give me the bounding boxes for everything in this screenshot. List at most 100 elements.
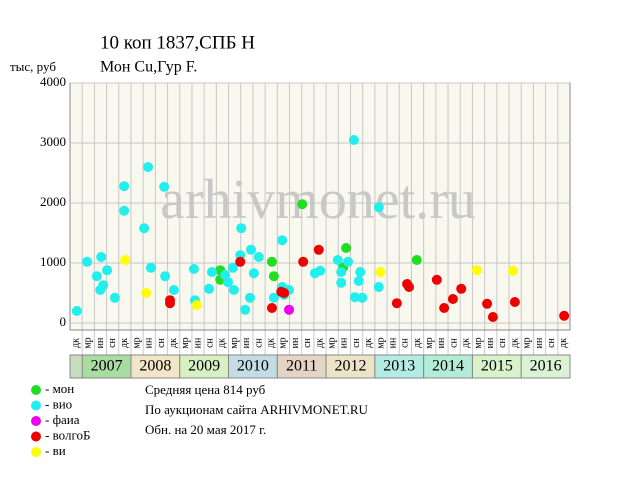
data-point (353, 276, 364, 286)
y-tick-label: 0 (60, 314, 67, 329)
data-point (404, 282, 415, 292)
year-label: 2007 (91, 358, 123, 375)
data-point (279, 288, 290, 298)
data-point (277, 235, 288, 246)
data-point (313, 244, 324, 255)
data-point (373, 282, 384, 292)
x-tick-label: ин (387, 337, 398, 348)
year-cell (520, 354, 571, 379)
data-point (223, 277, 234, 288)
x-tick-label: ин (241, 337, 252, 348)
data-point (355, 267, 366, 277)
x-tick-label: мр (375, 337, 386, 348)
data-point (487, 312, 498, 322)
chart-title: 10 коп 1837,СПБ Н (100, 32, 255, 53)
x-tick-label: дк (461, 338, 472, 348)
legend-label: - ви (45, 443, 66, 458)
year-label: 2015 (481, 358, 513, 375)
data-point (439, 303, 450, 313)
y-tick-label: 4000 (40, 74, 66, 89)
data-point (141, 288, 152, 298)
x-tick-label: сн (400, 337, 411, 347)
data-point (188, 264, 199, 274)
data-point (91, 271, 102, 282)
data-point (266, 256, 277, 267)
data-point (253, 252, 264, 262)
data-point (431, 274, 442, 285)
x-tick-label: дк (217, 338, 228, 348)
x-tick-label: мр (180, 337, 191, 348)
year-label: 2008 (139, 358, 171, 375)
legend-marker (31, 385, 41, 395)
data-point (447, 294, 458, 304)
data-point (348, 135, 359, 145)
y-axis-label: тыс, руб (10, 59, 56, 74)
data-point (245, 244, 256, 255)
data-point (240, 304, 251, 315)
year-label: 2009 (188, 358, 220, 375)
data-point (248, 268, 259, 279)
data-point (336, 267, 347, 277)
data-point (336, 277, 347, 288)
data-point (168, 285, 179, 295)
x-tick-label: ин (192, 337, 203, 348)
data-point (268, 292, 279, 303)
year-label: 2014 (432, 358, 464, 375)
legend-label: - мон (45, 381, 74, 396)
data-point (375, 267, 386, 277)
data-point (143, 162, 154, 172)
data-point (139, 223, 150, 234)
x-tick-label: ин (485, 337, 496, 348)
x-tick-label: мр (473, 337, 484, 348)
data-point (165, 298, 175, 309)
data-point (507, 265, 518, 276)
data-point (204, 283, 215, 294)
data-point (456, 283, 467, 294)
year-label: 2012 (334, 358, 366, 375)
x-tick-label: сн (351, 337, 362, 347)
data-point (315, 265, 326, 276)
x-tick-label: дк (314, 338, 325, 348)
data-point (236, 223, 247, 234)
data-point (391, 298, 402, 309)
data-point (206, 267, 217, 277)
x-tick-label: мр (83, 337, 94, 348)
data-point (373, 202, 384, 213)
legend-label: - вио (45, 396, 72, 411)
legend-marker (31, 416, 41, 426)
footer-text: Обн. на 20 мая 2017 г. (145, 422, 266, 437)
data-point (98, 280, 109, 291)
x-tick-label: мр (326, 337, 337, 348)
year-label: 2013 (383, 358, 415, 375)
data-point (96, 252, 107, 262)
legend-marker (31, 400, 41, 411)
x-tick-label: дк (509, 338, 520, 348)
x-tick-label: ин (144, 337, 155, 348)
data-point (191, 300, 202, 310)
x-tick-label: мр (522, 337, 533, 348)
data-point (245, 292, 255, 303)
data-point (343, 256, 354, 267)
x-tick-label: мр (229, 337, 240, 348)
x-tick-label: сн (448, 337, 459, 347)
x-tick-label: дк (363, 338, 374, 348)
x-tick-label: дк (119, 338, 130, 348)
x-tick-label: дк (412, 338, 423, 348)
plot-area (69, 82, 571, 331)
data-point (411, 255, 422, 265)
y-tick-label: 3000 (40, 134, 66, 149)
x-tick-label: дк (70, 338, 81, 348)
legend-label: - фаиа (45, 412, 80, 427)
x-tick-label: мр (131, 337, 142, 348)
x-tick-label: мр (424, 337, 435, 348)
footer-text: По аукционам сайта ARHIVMONET.RU (145, 402, 369, 417)
data-point (471, 265, 482, 276)
y-tick-label: 2000 (40, 194, 66, 209)
x-tick-label: дк (558, 338, 569, 348)
x-tick-label: ин (339, 337, 350, 348)
data-point (559, 310, 570, 321)
data-point (297, 199, 308, 210)
watermark: arhivmonet.ru (160, 169, 476, 231)
data-point (71, 306, 82, 316)
data-point (357, 292, 368, 303)
